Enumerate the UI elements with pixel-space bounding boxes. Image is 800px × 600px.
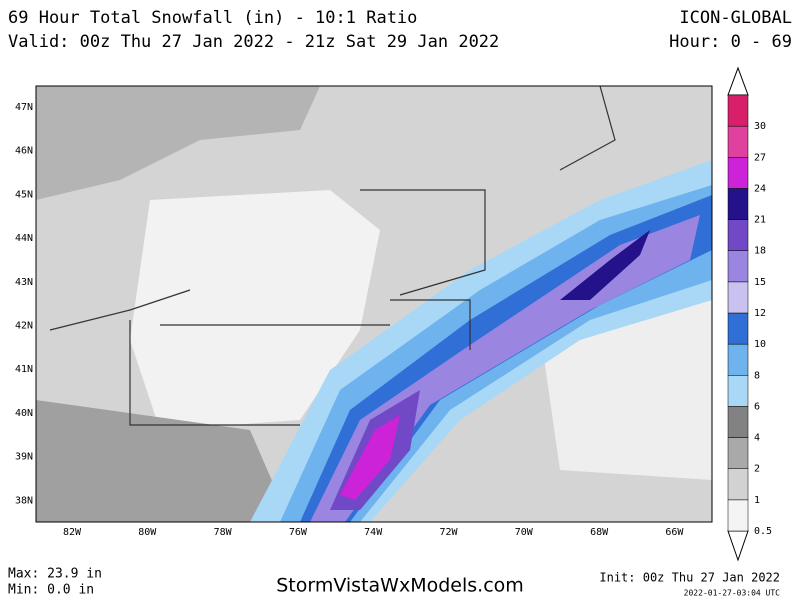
colorbar-arrow: [727, 66, 749, 96]
lat-label: 45N: [15, 189, 33, 200]
colorbar-label: 30: [754, 121, 766, 132]
lon-label: 72W: [439, 527, 458, 538]
lon-label: 70W: [515, 527, 534, 538]
colorbar-swatch: [727, 406, 749, 438]
timestamp: 2022-01-27-03:04 UTC: [684, 589, 781, 598]
map-frame: [35, 85, 713, 523]
lon-label: 82W: [63, 527, 82, 538]
colorbar-label: 1: [754, 495, 760, 506]
colorbar-swatch: [727, 437, 749, 469]
colorbar-swatch: [727, 125, 749, 158]
boundaries: [49, 86, 616, 426]
colorbar-label: 0.5: [754, 526, 772, 537]
map-area: [35, 85, 713, 523]
colorbar-label: 2: [754, 464, 760, 475]
hour-range: Hour: 0 - 69: [669, 32, 792, 52]
lat-label: 44N: [15, 233, 33, 244]
snow-band: [310, 215, 700, 522]
min-value: Min: 0.0 in: [8, 583, 94, 598]
title: 69 Hour Total Snowfall (in) - 10:1 Ratio: [8, 8, 417, 28]
lat-label: 40N: [15, 408, 33, 419]
colorbar-label: 6: [754, 401, 760, 412]
colorbar-label: 4: [754, 433, 760, 444]
snow-band: [340, 415, 400, 500]
colorbar-label: 15: [754, 277, 766, 288]
lon-label: 66W: [665, 527, 684, 538]
colorbar-swatch: [727, 188, 749, 220]
colorbar-swatch: [727, 499, 749, 532]
colorbar-label: 12: [754, 308, 766, 319]
colorbar-swatch: [727, 343, 749, 376]
colorbar-swatch: [727, 250, 749, 283]
lon-label: 68W: [590, 527, 609, 538]
lat-label: 47N: [15, 102, 33, 113]
colorbar-swatch: [727, 312, 749, 345]
colorbar-arrow: [727, 530, 749, 562]
max-value: Max: 23.9 in: [8, 567, 102, 582]
lat-label: 39N: [15, 452, 33, 463]
lon-label: 78W: [214, 527, 233, 538]
colorbar-swatch: [727, 157, 749, 189]
colorbar-label: 27: [754, 152, 766, 163]
shading: [130, 190, 380, 430]
lon-label: 74W: [364, 527, 383, 538]
snow-band: [560, 230, 650, 300]
colorbar-label: 10: [754, 339, 766, 350]
lat-label: 46N: [15, 146, 33, 157]
site-name: StormVistaWxModels.com: [276, 575, 524, 597]
shading: [36, 86, 320, 200]
lat-label: 42N: [15, 321, 33, 332]
init-time: Init: 00z Thu 27 Jan 2022: [599, 571, 780, 585]
lat-label: 43N: [15, 277, 33, 288]
colorbar-label: 18: [754, 246, 766, 257]
lon-label: 80W: [138, 527, 157, 538]
colorbar-swatch: [727, 375, 749, 407]
lat-label: 38N: [15, 495, 33, 506]
shading: [36, 400, 290, 522]
model-name: ICON-GLOBAL: [679, 8, 792, 28]
colorbar-swatch: [727, 219, 749, 251]
colorbar-swatch: [727, 468, 749, 501]
colorbar-label: 21: [754, 215, 766, 226]
colorbar-swatch: [727, 94, 749, 127]
colorbar-label: 24: [754, 183, 766, 194]
colorbar-label: 8: [754, 370, 760, 381]
lon-label: 76W: [289, 527, 308, 538]
shading: [540, 300, 712, 480]
lat-label: 41N: [15, 364, 33, 375]
colorbar-swatch: [727, 281, 749, 314]
valid-time: Valid: 00z Thu 27 Jan 2022 - 21z Sat 29 …: [8, 32, 499, 52]
